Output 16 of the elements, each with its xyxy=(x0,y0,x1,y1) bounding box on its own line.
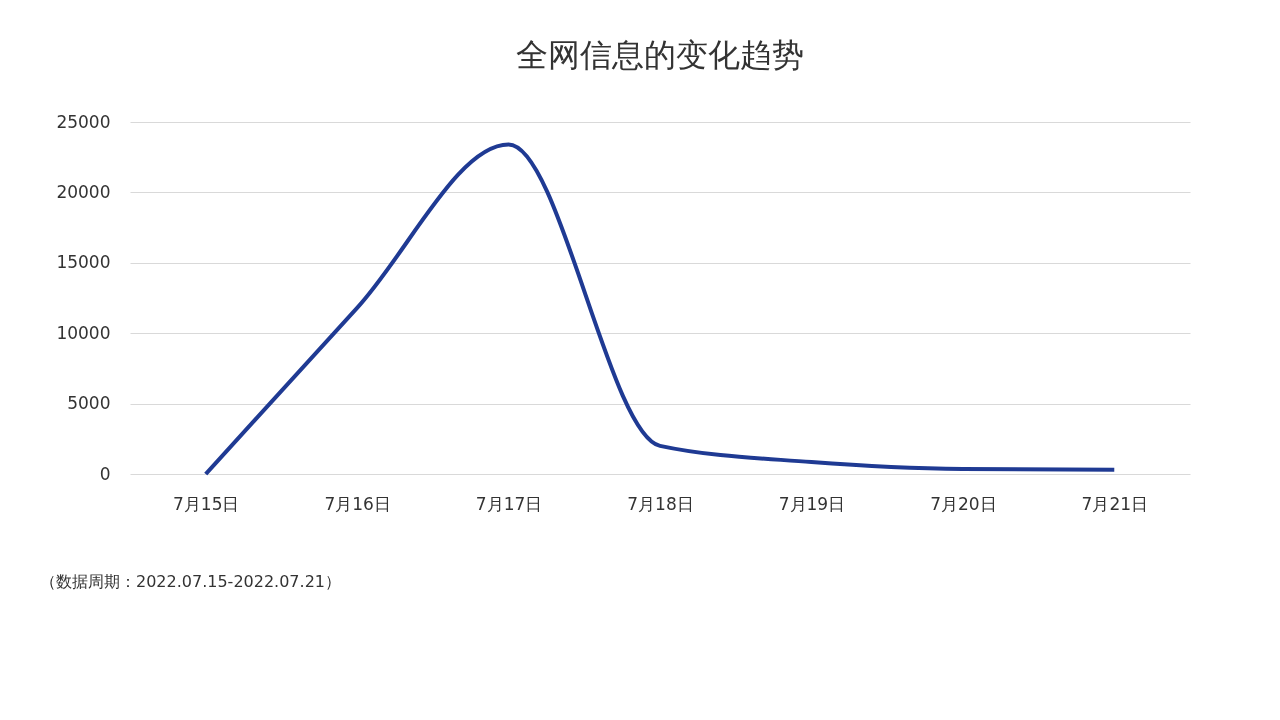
y-tick-label: 20000 xyxy=(56,181,111,202)
y-tick-label: 25000 xyxy=(56,111,111,132)
x-tick-label: 7月16日 xyxy=(324,493,391,514)
x-tick-label: 7月20日 xyxy=(930,493,997,514)
x-tick-label: 7月21日 xyxy=(1081,493,1149,514)
line-series xyxy=(203,142,1117,476)
x-tick-label: 7月17日 xyxy=(475,493,543,514)
x-tick-label: 7月19日 xyxy=(778,493,846,514)
text: （数据周期：2022.07.15-2022.07.21） xyxy=(40,572,341,591)
y-tick-label: 5000 xyxy=(67,393,111,414)
y-tick-label: 10000 xyxy=(56,322,111,343)
y-tick-label: 15000 xyxy=(56,252,111,273)
x-tick-label: 7月18日 xyxy=(627,493,694,514)
x-tick-label: 7月15日 xyxy=(172,493,240,514)
chart-title: 全网信息的变化趋势 xyxy=(516,36,804,74)
y-tick-label: 0 xyxy=(99,463,111,484)
